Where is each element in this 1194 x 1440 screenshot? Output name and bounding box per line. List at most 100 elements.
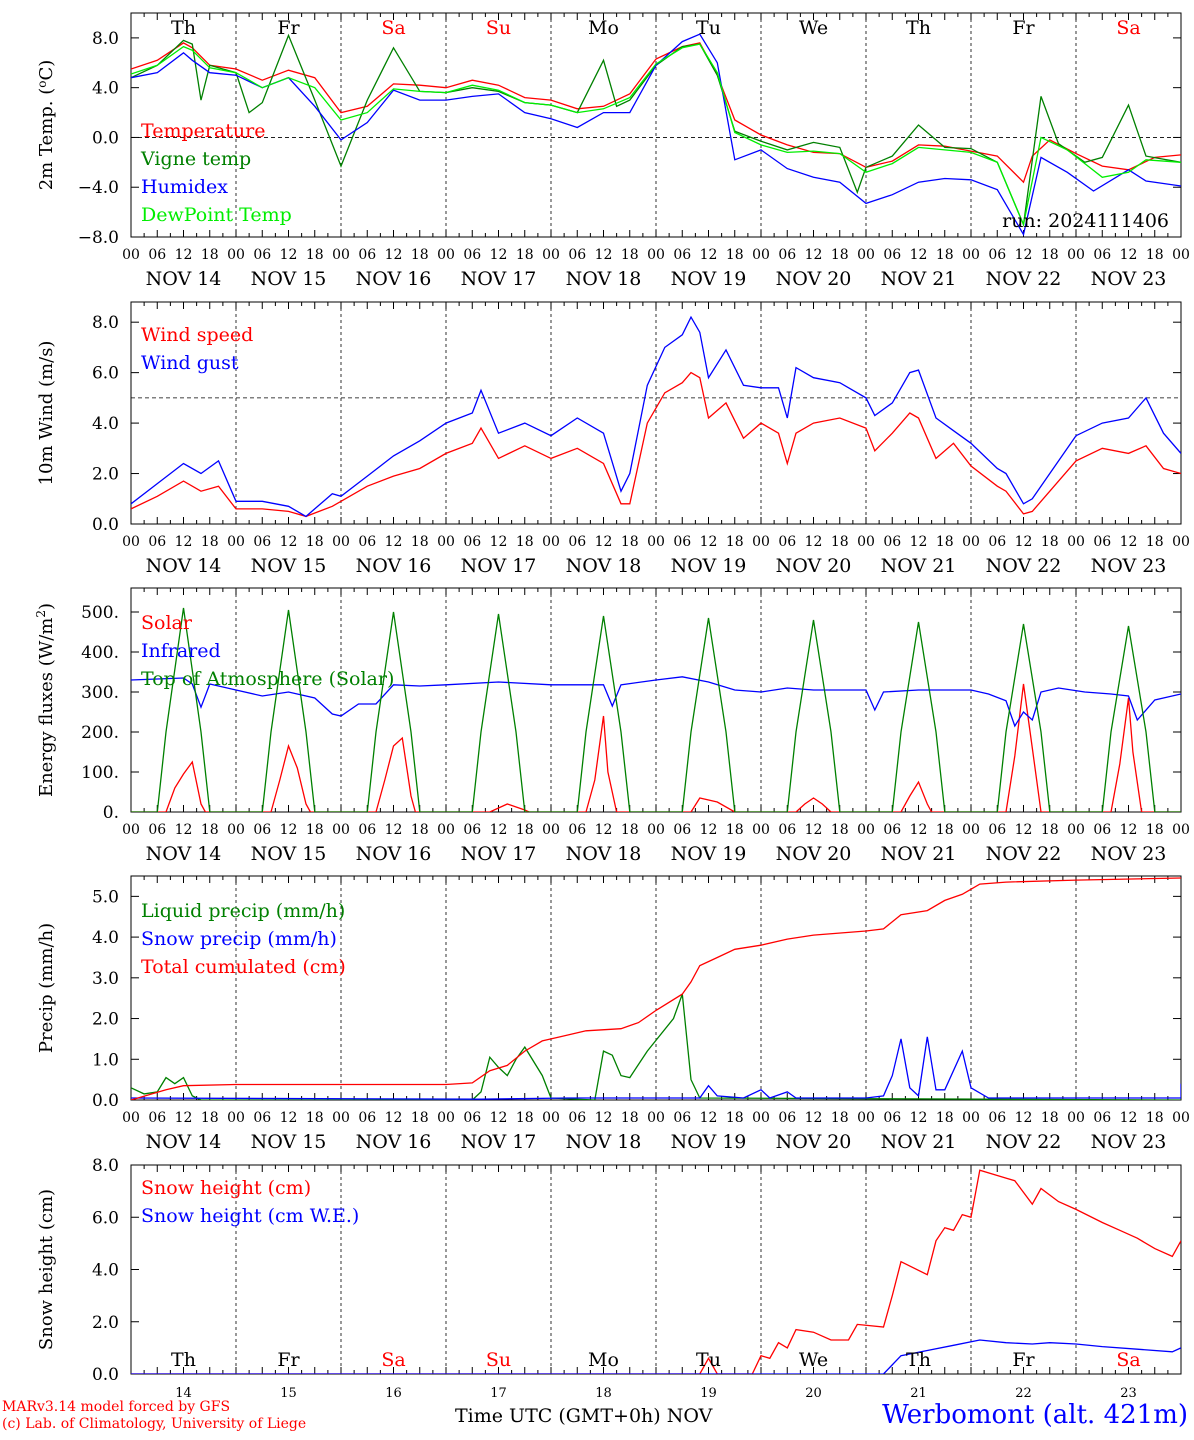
hour-tick-label: 12	[595, 822, 613, 838]
hour-tick-label: 06	[1093, 534, 1111, 550]
hour-tick-label: 12	[910, 822, 928, 838]
legend-entry: Humidex	[141, 176, 228, 198]
series-line-1-1	[131, 315, 1181, 518]
panel-frame	[130, 587, 1182, 813]
hour-tick-label: 18	[831, 247, 849, 263]
date-label: NOV 22	[986, 268, 1062, 290]
date-label: NOV 17	[461, 843, 537, 865]
date-label: NOV 19	[671, 268, 747, 290]
hour-tick-label: 12	[490, 247, 508, 263]
legend-entry: DewPoint Temp	[141, 204, 292, 226]
hour-tick-label: 06	[673, 822, 691, 838]
legend-entry: Liquid precip (mm/h)	[141, 900, 345, 922]
hour-tick-label: 12	[700, 822, 718, 838]
hour-tick-label: 18	[621, 822, 639, 838]
hour-tick-label: 18	[726, 534, 744, 550]
date-label: NOV 18	[566, 1131, 642, 1153]
date-label: NOV 15	[251, 555, 327, 577]
hour-tick-label: 18	[936, 247, 954, 263]
hour-tick-label: 12	[700, 1110, 718, 1126]
series-line-3-1	[131, 1036, 1181, 1100]
date-label: NOV 17	[461, 268, 537, 290]
date-label: NOV 20	[776, 843, 852, 865]
hour-tick-label: 06	[148, 1110, 166, 1126]
y-tick-label: 0.0	[92, 515, 119, 535]
hour-tick-label: 06	[568, 534, 586, 550]
day-number-label: 18	[595, 1386, 612, 1401]
hour-tick-label: 12	[1015, 822, 1033, 838]
x-axis-month: NOV	[666, 1405, 713, 1427]
hour-tick-label: 06	[148, 534, 166, 550]
hour-tick-label: 00	[752, 822, 770, 838]
y-tick-label: 4.0	[92, 928, 119, 948]
hour-tick-label: 12	[805, 247, 823, 263]
date-label: NOV 19	[671, 1131, 747, 1153]
hour-tick-label: 06	[883, 534, 901, 550]
hour-tick-label: 06	[778, 247, 796, 263]
hour-tick-label: 12	[805, 534, 823, 550]
hour-tick-label: 18	[621, 247, 639, 263]
weekday-label: Fr	[277, 17, 300, 39]
hour-tick-label: 06	[463, 822, 481, 838]
date-label: NOV 21	[881, 555, 957, 577]
hour-tick-label: 00	[647, 822, 665, 838]
legend-entry: Top of Atmosphere (Solar)	[141, 668, 394, 690]
hour-tick-label: 06	[883, 247, 901, 263]
y-tick-label: 3.0	[92, 969, 119, 989]
y-tick-label: 0.0	[92, 1365, 119, 1385]
hour-tick-label: 12	[175, 1110, 193, 1126]
hour-tick-label: 12	[280, 534, 298, 550]
hour-tick-label: 12	[490, 534, 508, 550]
hour-tick-label: 00	[857, 1110, 875, 1126]
hour-tick-label: 00	[437, 534, 455, 550]
weekday-label: Th	[906, 1349, 931, 1371]
date-label: NOV 23	[1091, 555, 1167, 577]
hour-tick-label: 06	[568, 822, 586, 838]
date-label: NOV 16	[356, 1131, 432, 1153]
date-label: NOV 16	[356, 555, 432, 577]
hour-tick-label: 18	[1041, 247, 1059, 263]
hour-tick-label: 00	[962, 247, 980, 263]
hour-tick-label: 12	[1015, 534, 1033, 550]
hour-tick-label: 12	[280, 1110, 298, 1126]
hour-tick-label: 06	[568, 1110, 586, 1126]
hour-tick-label: 00	[647, 1110, 665, 1126]
hour-tick-label: 06	[463, 534, 481, 550]
weekday-label: Mo	[588, 1349, 619, 1371]
hour-tick-label: 18	[516, 534, 534, 550]
hour-tick-label: 06	[253, 822, 271, 838]
hour-tick-label: 06	[568, 247, 586, 263]
hour-tick-label: 06	[1093, 822, 1111, 838]
date-label: NOV 21	[881, 268, 957, 290]
hour-tick-label: 00	[122, 247, 140, 263]
hour-tick-label: 06	[988, 822, 1006, 838]
station-name: Werbomont (alt. 421m)	[882, 1400, 1188, 1430]
hour-tick-label: 06	[673, 1110, 691, 1126]
hour-tick-label: 18	[936, 534, 954, 550]
model-label: MARv3.14 model forced by GFS	[2, 1399, 231, 1415]
weekday-label: Fr	[1012, 1349, 1035, 1371]
hour-tick-label: 00	[122, 822, 140, 838]
legend-entry: Vigne temp	[140, 148, 251, 170]
hour-tick-label: 00	[332, 247, 350, 263]
hour-tick-label: 00	[437, 822, 455, 838]
day-number-label: 21	[910, 1386, 927, 1401]
hour-tick-label: 06	[148, 822, 166, 838]
hour-tick-label: 06	[253, 1110, 271, 1126]
hour-tick-label: 06	[253, 534, 271, 550]
hour-tick-label: 00	[122, 534, 140, 550]
date-label: NOV 21	[881, 1131, 957, 1153]
hour-tick-label: 00	[1172, 1110, 1190, 1126]
hour-tick-label: 12	[595, 1110, 613, 1126]
weekday-label: Tu	[696, 1349, 721, 1371]
hour-tick-label: 18	[1146, 822, 1164, 838]
y-tick-label: −4.0	[78, 178, 119, 198]
hour-tick-label: 12	[175, 534, 193, 550]
hour-tick-label: 00	[1067, 822, 1085, 838]
date-label: NOV 19	[671, 843, 747, 865]
hour-tick-label: 00	[332, 822, 350, 838]
weekday-label: We	[799, 17, 828, 39]
series-line-2-0	[131, 683, 1181, 812]
series-line-3-0	[131, 993, 1181, 1100]
hour-tick-label: 00	[227, 534, 245, 550]
